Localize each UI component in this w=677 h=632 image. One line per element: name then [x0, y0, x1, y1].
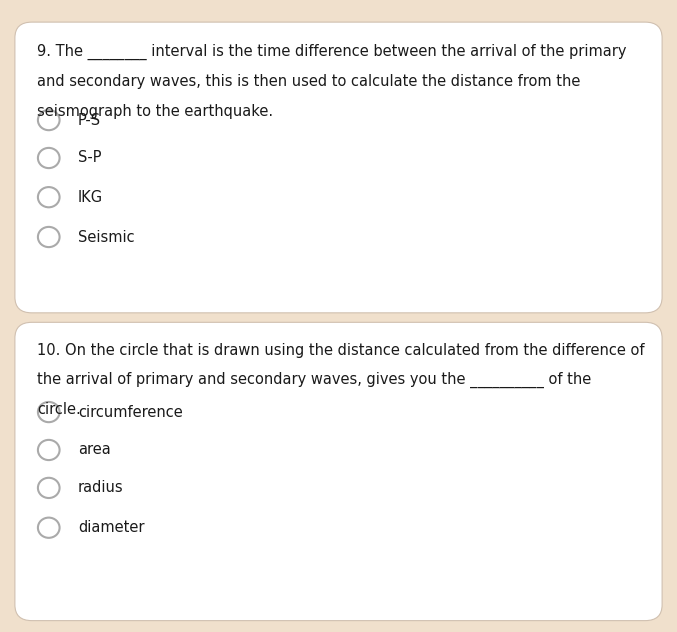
Text: P-S: P-S	[78, 112, 101, 128]
Text: circle.: circle.	[37, 402, 81, 417]
Text: 9. The ________ interval is the time difference between the arrival of the prima: 9. The ________ interval is the time dif…	[37, 44, 627, 61]
FancyBboxPatch shape	[15, 22, 662, 313]
Text: and secondary waves, this is then used to calculate the distance from the: and secondary waves, this is then used t…	[37, 74, 581, 89]
FancyBboxPatch shape	[15, 322, 662, 621]
Text: area: area	[78, 442, 110, 458]
Text: IKG: IKG	[78, 190, 103, 205]
Text: diameter: diameter	[78, 520, 144, 535]
Text: circumference: circumference	[78, 404, 183, 420]
Text: the arrival of primary and secondary waves, gives you the __________ of the: the arrival of primary and secondary wav…	[37, 372, 592, 389]
Text: 10. On the circle that is drawn using the distance calculated from the differenc: 10. On the circle that is drawn using th…	[37, 343, 645, 358]
Text: S-P: S-P	[78, 150, 102, 166]
Text: radius: radius	[78, 480, 123, 495]
Text: seismograph to the earthquake.: seismograph to the earthquake.	[37, 104, 274, 119]
Text: Seismic: Seismic	[78, 229, 135, 245]
